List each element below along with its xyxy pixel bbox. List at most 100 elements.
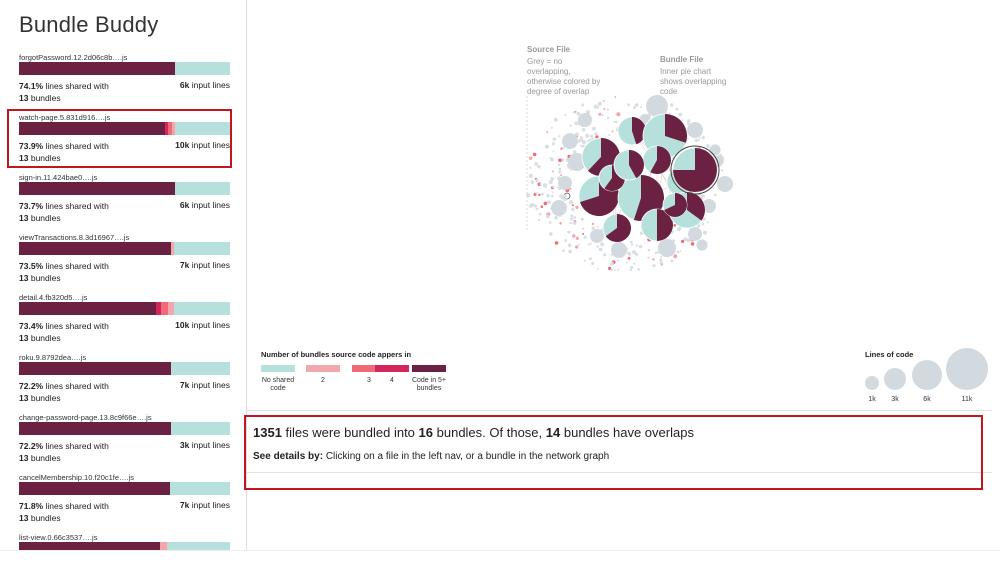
source-file-dot[interactable]	[546, 214, 550, 219]
source-file-dot[interactable]	[598, 247, 603, 252]
source-file-dot[interactable]	[569, 200, 574, 205]
source-file-dot[interactable]	[694, 138, 699, 143]
source-file-dot[interactable]	[576, 112, 581, 116]
source-file-dot[interactable]	[690, 242, 695, 246]
source-file-node[interactable]	[688, 227, 702, 241]
source-file-dot[interactable]	[652, 264, 656, 268]
source-file-dot[interactable]	[632, 106, 636, 110]
source-file-dot[interactable]	[572, 221, 577, 225]
source-file-dot[interactable]	[573, 216, 577, 219]
source-file-dot[interactable]	[594, 132, 598, 136]
source-file-dot[interactable]	[575, 205, 579, 209]
source-file-dot[interactable]	[686, 119, 691, 123]
source-file-dot[interactable]	[588, 257, 592, 261]
source-file-dot[interactable]	[554, 241, 559, 245]
source-file-node[interactable]	[568, 153, 586, 171]
source-file-dot[interactable]	[550, 157, 554, 162]
source-file-dot[interactable]	[569, 221, 572, 225]
source-file-dot[interactable]	[542, 183, 548, 188]
source-file-dot[interactable]	[614, 120, 618, 124]
source-file-dot[interactable]	[637, 267, 640, 271]
source-file-dot[interactable]	[550, 177, 555, 181]
source-file-node[interactable]	[611, 242, 627, 258]
source-file-dot[interactable]	[659, 261, 664, 265]
source-file-dot[interactable]	[590, 134, 594, 138]
source-file-dot[interactable]	[701, 222, 705, 226]
source-file-dot[interactable]	[579, 137, 584, 142]
source-file-dot[interactable]	[567, 243, 572, 247]
source-file-dot[interactable]	[603, 108, 606, 110]
source-file-dot[interactable]	[627, 103, 630, 107]
source-file-dot[interactable]	[647, 248, 651, 252]
source-file-dot[interactable]	[548, 180, 553, 185]
source-file-dot[interactable]	[589, 242, 592, 245]
source-file-dot[interactable]	[556, 186, 559, 189]
source-file-dot[interactable]	[686, 122, 690, 126]
source-file-dot[interactable]	[550, 194, 554, 198]
file-item[interactable]: list-view.0.66c3537….js	[0, 532, 246, 550]
source-file-dot[interactable]	[610, 268, 614, 272]
bundle-node[interactable]	[672, 147, 718, 193]
file-item[interactable]: watch-page.5.831d916….js 73.9% lines shar…	[0, 112, 246, 170]
source-file-dot[interactable]	[579, 144, 582, 147]
source-file-dot[interactable]	[552, 185, 555, 188]
source-file-dot[interactable]	[586, 110, 591, 115]
source-file-dot[interactable]	[629, 268, 632, 272]
source-file-dot[interactable]	[670, 259, 674, 263]
source-file-node[interactable]	[646, 95, 668, 117]
source-file-dot[interactable]	[601, 114, 604, 117]
source-file-dot[interactable]	[603, 253, 607, 257]
source-file-dot[interactable]	[681, 119, 684, 122]
source-file-dot[interactable]	[569, 124, 572, 127]
source-file-dot[interactable]	[627, 252, 632, 256]
source-file-dot[interactable]	[540, 205, 544, 208]
file-item[interactable]: detail.4.fb320d5….js 73.4% lines shared w…	[0, 292, 246, 350]
source-file-dot[interactable]	[575, 245, 579, 249]
source-file-dot[interactable]	[616, 268, 619, 271]
source-file-dot[interactable]	[632, 250, 637, 255]
source-file-dot[interactable]	[540, 192, 544, 196]
source-file-dot[interactable]	[673, 254, 678, 259]
source-file-dot[interactable]	[582, 232, 585, 235]
source-file-dot[interactable]	[616, 112, 621, 117]
source-file-dot[interactable]	[563, 197, 567, 202]
source-file-dot[interactable]	[570, 214, 574, 218]
source-file-dot[interactable]	[535, 178, 539, 182]
bundle-node[interactable]	[662, 192, 688, 218]
source-file-dot[interactable]	[606, 108, 610, 111]
source-file-dot[interactable]	[533, 204, 537, 208]
source-file-dot[interactable]	[549, 232, 553, 236]
source-file-node[interactable]	[717, 176, 733, 192]
source-file-dot[interactable]	[617, 259, 619, 262]
source-file-dot[interactable]	[586, 140, 589, 143]
source-file-dot[interactable]	[627, 256, 631, 260]
source-file-dot[interactable]	[625, 261, 628, 264]
source-file-dot[interactable]	[679, 249, 682, 252]
bundle-node[interactable]	[613, 149, 645, 181]
source-file-dot[interactable]	[585, 133, 590, 138]
source-file-dot[interactable]	[596, 226, 599, 229]
source-file-dot[interactable]	[706, 221, 709, 224]
source-file-dot[interactable]	[678, 112, 683, 117]
source-file-dot[interactable]	[546, 131, 549, 133]
source-file-dot[interactable]	[703, 230, 707, 235]
source-file-dot[interactable]	[555, 217, 559, 220]
source-file-dot[interactable]	[656, 251, 659, 254]
source-file-dot[interactable]	[529, 156, 533, 160]
source-file-dot[interactable]	[560, 174, 563, 177]
source-file-dot[interactable]	[683, 237, 688, 242]
source-file-dot[interactable]	[529, 166, 532, 169]
source-file-node[interactable]	[687, 122, 703, 138]
source-file-dot[interactable]	[580, 217, 584, 221]
source-file-dot[interactable]	[577, 243, 580, 246]
source-file-dot[interactable]	[558, 158, 562, 163]
source-file-dot[interactable]	[538, 193, 541, 197]
source-file-dot[interactable]	[591, 222, 595, 226]
source-file-dot[interactable]	[587, 243, 590, 246]
file-item[interactable]: forgotPassword.12.2d06c8b….js 74.1% lines…	[0, 52, 246, 110]
source-file-dot[interactable]	[568, 249, 572, 254]
source-file-dot[interactable]	[610, 261, 614, 266]
source-file-dot[interactable]	[572, 234, 576, 238]
source-file-dot[interactable]	[581, 128, 586, 132]
source-file-dot[interactable]	[608, 133, 611, 137]
